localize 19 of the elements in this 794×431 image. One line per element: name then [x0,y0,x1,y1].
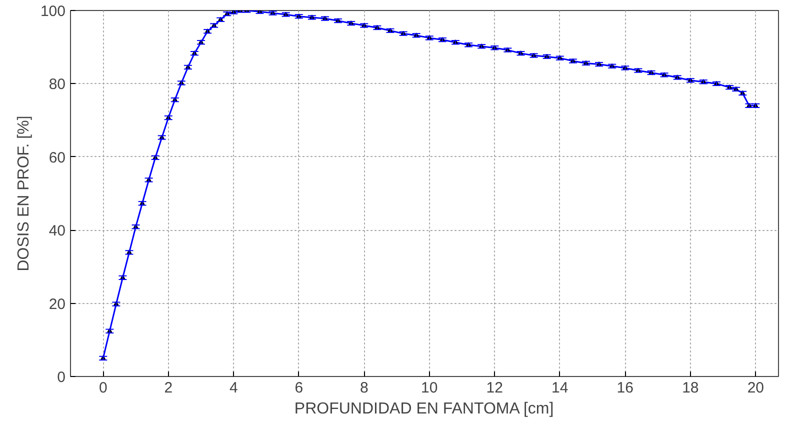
x-tick-label: 18 [682,380,699,396]
y-axis-title: DOSIS EN PROF. [%] [15,116,32,272]
x-tick-label: 16 [616,380,634,396]
x-tick-label: 8 [360,380,368,396]
x-axis-title: PROFUNDIDAD EN FANTOMA [cm] [294,400,554,418]
x-tick-label: 12 [486,380,503,396]
y-tick-label: 40 [48,222,66,240]
x-tick-label: 10 [421,380,438,396]
y-tick-label: 60 [48,149,66,166]
y-tick-label: 100 [40,3,66,20]
x-tick-label: 4 [229,380,238,396]
x-tick-label: 20 [747,380,764,396]
y-tick-label: 80 [48,76,66,94]
x-tick-label: 14 [552,380,568,396]
y-tick-label: 20 [48,296,66,313]
x-tick-label: 2 [164,380,173,396]
x-tick-label: 6 [294,380,304,396]
y-tick-label: 0 [57,369,66,386]
x-tick-label: 0 [98,380,108,396]
